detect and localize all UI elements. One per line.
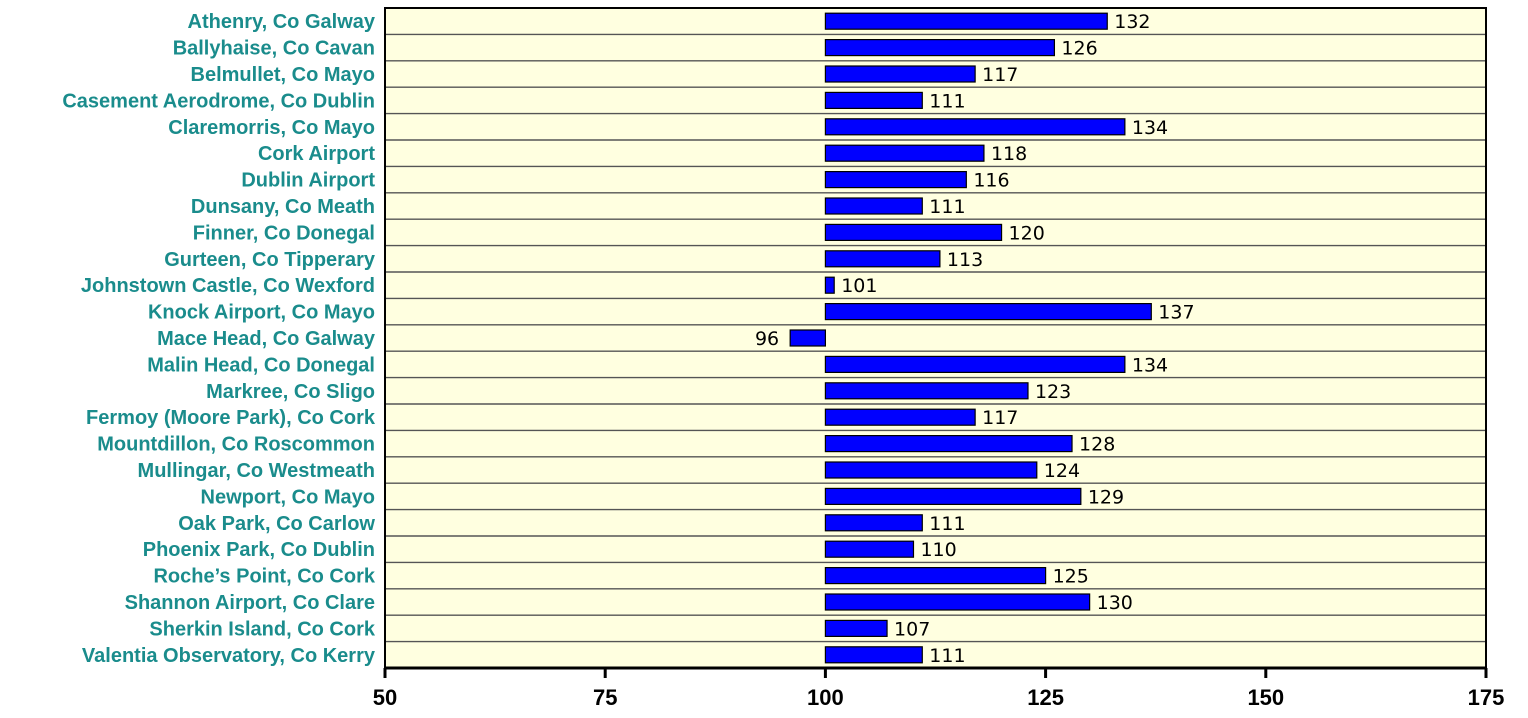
value-label: 130 — [1097, 592, 1133, 614]
category-label: Casement Aerodrome, Co Dublin — [62, 90, 375, 112]
x-tick-label: 150 — [1247, 685, 1284, 710]
category-label: Shannon Airport, Co Clare — [125, 592, 375, 614]
x-tick-label: 50 — [373, 685, 397, 710]
value-label: 123 — [1035, 381, 1071, 403]
value-label: 134 — [1132, 354, 1168, 376]
category-label: Athenry, Co Galway — [188, 11, 376, 33]
bar — [824, 355, 1126, 373]
value-label: 116 — [973, 170, 1009, 192]
value-label: 118 — [991, 143, 1027, 165]
bar — [824, 619, 888, 638]
bar — [824, 171, 967, 189]
value-label: 124 — [1044, 460, 1080, 482]
value-label: 117 — [982, 64, 1018, 86]
value-label: 110 — [920, 539, 956, 561]
bar — [824, 65, 976, 83]
value-label: 111 — [929, 90, 965, 112]
value-label: 129 — [1088, 486, 1124, 508]
bar — [824, 566, 1047, 585]
value-label: 134 — [1132, 117, 1168, 139]
bar — [824, 435, 1073, 453]
x-tick-label: 125 — [1027, 685, 1064, 710]
value-label: 111 — [929, 196, 965, 218]
bar — [824, 197, 923, 215]
value-label: 111 — [929, 513, 965, 535]
bar — [824, 593, 1091, 611]
category-label: Oak Park, Co Carlow — [178, 513, 375, 535]
category-label: Valentia Observatory, Co Kerry — [82, 645, 376, 667]
category-label: Cork Airport — [258, 143, 375, 165]
bar — [789, 329, 827, 347]
value-label: 101 — [841, 275, 877, 297]
x-axis: 50 75 100 125 150 175 — [373, 666, 1505, 710]
category-label: Mountdillon, Co Roscommon — [97, 434, 375, 456]
x-tick-label: 100 — [807, 685, 844, 710]
category-label: Gurteen, Co Tipperary — [164, 249, 376, 271]
bar — [824, 223, 1003, 241]
category-label: Markree, Co Sligo — [206, 381, 375, 403]
value-label: 125 — [1053, 566, 1089, 588]
value-labels: 132 126 117 111 134 118 116 111 120 113 101 137 96 13… — [755, 11, 1195, 667]
bar — [824, 646, 923, 664]
category-labels: Athenry, Co Galway Ballyhaise, Co Cavan Be… — [62, 11, 376, 667]
category-label: Ballyhaise, Co Cavan — [173, 38, 375, 60]
value-label: 96 — [755, 328, 779, 350]
category-label: Fermoy (Moore Park), Co Cork — [86, 407, 376, 429]
bar — [824, 118, 1126, 136]
category-label: Belmullet, Co Mayo — [191, 64, 375, 86]
category-label: Malin Head, Co Donegal — [147, 354, 375, 376]
value-label: 107 — [894, 618, 930, 640]
category-label: Dublin Airport — [241, 170, 375, 192]
row-grid-lines — [385, 33, 1486, 643]
category-label: Claremorris, Co Mayo — [168, 117, 375, 139]
category-label: Phoenix Park, Co Dublin — [143, 539, 375, 561]
bar — [824, 540, 915, 558]
category-label: Mace Head, Co Galway — [157, 328, 376, 350]
value-label: 113 — [947, 249, 983, 271]
category-label: Mullingar, Co Westmeath — [138, 460, 375, 482]
value-label: 111 — [929, 645, 965, 667]
bar — [824, 382, 1029, 400]
category-label: Dunsany, Co Meath — [191, 196, 375, 218]
value-label: 120 — [1009, 222, 1045, 244]
bars — [789, 12, 1152, 664]
bar — [824, 514, 923, 532]
x-tick-label: 75 — [593, 685, 617, 710]
bar — [824, 91, 923, 110]
value-label: 117 — [982, 407, 1018, 429]
x-tick-label: 175 — [1468, 685, 1505, 710]
category-label: Newport, Co Mayo — [201, 486, 375, 508]
category-label: Roche’s Point, Co Cork — [153, 566, 375, 588]
value-label: 126 — [1061, 38, 1097, 60]
bar — [824, 408, 976, 426]
value-label: 132 — [1114, 11, 1150, 33]
bar — [824, 250, 941, 268]
category-label: Finner, Co Donegal — [193, 222, 375, 244]
bar — [824, 12, 1108, 30]
category-label: Sherkin Island, Co Cork — [149, 618, 375, 640]
value-label: 137 — [1158, 302, 1194, 324]
bar — [824, 38, 1056, 57]
plot-area — [385, 8, 1486, 668]
value-label: 128 — [1079, 434, 1115, 456]
category-label: Knock Airport, Co Mayo — [148, 302, 375, 324]
bar — [824, 144, 985, 162]
bar — [824, 487, 1082, 505]
bar — [824, 276, 835, 294]
bar — [824, 461, 1038, 479]
category-label: Johnstown Castle, Co Wexford — [81, 275, 375, 297]
bar — [824, 303, 1152, 321]
